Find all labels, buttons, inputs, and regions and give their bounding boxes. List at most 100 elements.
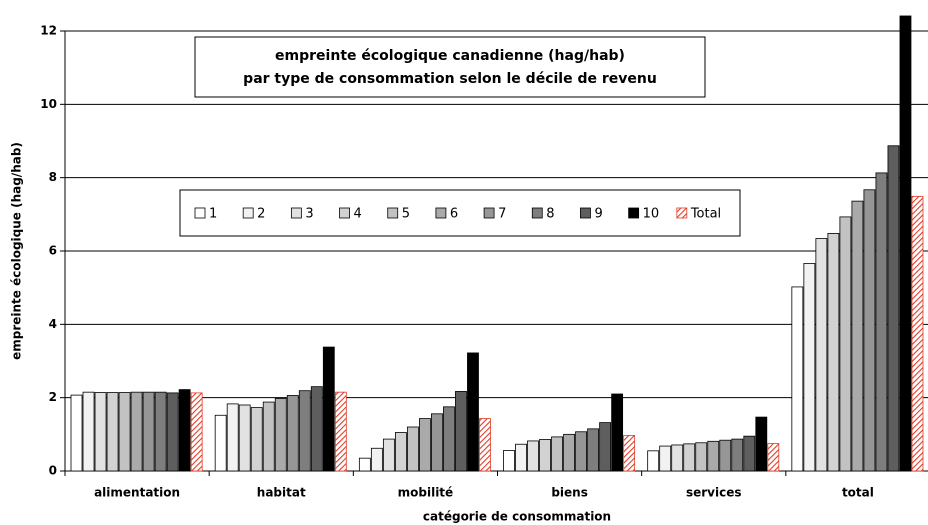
- bar: [839, 216, 852, 472]
- bar: [154, 391, 167, 472]
- bar: [130, 391, 143, 472]
- bar: [310, 386, 323, 472]
- bar: [394, 432, 407, 472]
- bar: [815, 238, 828, 472]
- bar: [551, 436, 563, 472]
- legend-label: 5: [402, 207, 410, 222]
- legend-label: Total: [690, 207, 721, 222]
- bar: [659, 445, 672, 472]
- bar: [322, 346, 335, 472]
- y-axis-label: empreinte écologique (hag/hab): [10, 142, 24, 360]
- legend-box: [179, 189, 741, 237]
- bar: [683, 443, 696, 472]
- bar: [274, 397, 287, 472]
- legend-swatch: [339, 207, 350, 219]
- legend-label: 6: [450, 207, 458, 222]
- legend-label: 4: [354, 207, 362, 222]
- legend-swatch: [387, 207, 399, 219]
- bar: [382, 438, 395, 472]
- bar: [214, 414, 227, 472]
- bar: [370, 447, 383, 472]
- x-tick-label: habitat: [257, 486, 306, 500]
- bar: [875, 172, 888, 472]
- bar: [611, 393, 624, 472]
- bar: [166, 392, 179, 472]
- legend-swatch: [242, 207, 254, 219]
- legend-swatch: [435, 207, 447, 219]
- bar: [731, 438, 744, 472]
- x-tick-label: services: [686, 486, 742, 500]
- bar: [358, 457, 371, 472]
- bar: [527, 440, 539, 472]
- bar: [479, 418, 491, 472]
- bar: [406, 426, 419, 472]
- y-tick-label: 10: [40, 97, 57, 111]
- bar: [431, 413, 443, 472]
- bar: [887, 145, 900, 472]
- bar: [539, 439, 551, 472]
- legend-swatch: [580, 207, 591, 219]
- bar: [238, 404, 251, 472]
- bar: [298, 390, 311, 472]
- bar: [851, 200, 864, 472]
- x-tick-label: alimentation: [94, 486, 180, 500]
- y-tick-label: 0: [49, 464, 57, 478]
- bar: [563, 433, 575, 472]
- legend-swatch: [628, 207, 640, 219]
- y-tick-label: 12: [40, 24, 57, 38]
- y-tick-label: 4: [49, 317, 57, 331]
- chart-subtitle: par type de consommation selon le décile…: [243, 71, 657, 87]
- bar: [911, 195, 924, 472]
- y-tick-label: 8: [49, 170, 57, 184]
- bar: [250, 407, 263, 472]
- bar: [419, 418, 431, 472]
- y-tick-label: 6: [49, 244, 57, 258]
- bar: [455, 391, 467, 472]
- bar: [142, 391, 155, 472]
- legend-label: 7: [498, 207, 506, 222]
- bar: [575, 431, 588, 472]
- bar: [467, 352, 479, 472]
- legend-label: 9: [594, 207, 602, 222]
- bar: [286, 395, 299, 472]
- legend-label: 8: [546, 207, 554, 222]
- bar: [178, 389, 191, 472]
- legend-label: 10: [643, 207, 660, 222]
- x-tick-label: biens: [551, 486, 588, 500]
- chart-title: empreinte écologique canadienne (hag/hab…: [275, 48, 625, 64]
- bar: [226, 403, 239, 472]
- bar: [515, 443, 527, 472]
- bar: [587, 428, 600, 472]
- legend-swatch: [531, 207, 543, 219]
- legend-swatch: [676, 207, 688, 219]
- title-box: [194, 36, 706, 98]
- bar: [863, 189, 876, 472]
- bar: [707, 440, 720, 472]
- bar: [503, 450, 515, 472]
- bar: [671, 444, 684, 472]
- legend-swatch: [194, 207, 206, 219]
- bar: [791, 286, 804, 472]
- x-axis-label: catégorie de consommation: [423, 510, 611, 524]
- bar: [827, 232, 840, 472]
- bar: [443, 406, 455, 472]
- bar: [695, 442, 708, 472]
- bar: [755, 416, 768, 472]
- x-tick-label: total: [842, 486, 874, 500]
- bar: [803, 263, 816, 472]
- bar: [70, 394, 83, 472]
- bar: [767, 443, 780, 472]
- bar: [82, 391, 95, 472]
- bar: [719, 439, 732, 472]
- bar: [899, 15, 912, 472]
- bar: [190, 392, 203, 472]
- y-tick-label: 2: [49, 390, 57, 404]
- bar: [334, 391, 347, 472]
- bar: [106, 392, 119, 472]
- bar: [599, 422, 612, 472]
- legend-swatch: [483, 207, 495, 219]
- bar: [94, 392, 107, 472]
- bar: [118, 392, 131, 472]
- bar: [262, 401, 275, 472]
